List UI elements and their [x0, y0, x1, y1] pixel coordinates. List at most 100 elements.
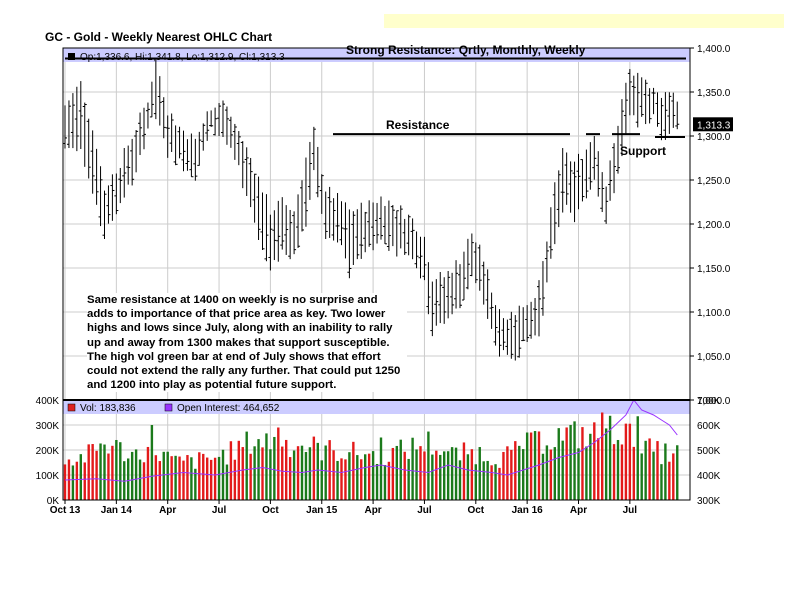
volume-bar: [324, 445, 327, 500]
volume-bar: [150, 425, 154, 500]
volume-bar: [597, 438, 600, 500]
volume-bar: [206, 457, 209, 500]
volume-bar: [636, 416, 639, 500]
price-axis-label: 1,100.0: [697, 308, 731, 319]
volume-axis-label: 400K: [36, 396, 60, 407]
volume-bar: [336, 460, 339, 500]
volume-bar: [443, 451, 446, 500]
volume-bar: [348, 452, 351, 500]
volume-bar: [340, 458, 343, 500]
volume-bar: [229, 441, 233, 500]
open-interest-axis-label: 300K: [697, 496, 721, 507]
volume-bar: [316, 442, 319, 500]
volume-bar: [525, 432, 529, 500]
volume-bar: [312, 436, 316, 500]
volume-bar: [624, 423, 628, 500]
volume-bar: [529, 432, 533, 500]
ohlc-legend-swatch: [68, 53, 75, 60]
volume-bar: [138, 459, 142, 500]
volume-bar: [146, 446, 150, 500]
volume-bar: [107, 453, 110, 500]
commentary-text: Same resistance at 1400 on weekly is no …: [87, 294, 401, 392]
x-axis-label: Apr: [570, 505, 587, 516]
volume-bar: [178, 456, 181, 500]
x-axis-label: Jan 16: [512, 505, 544, 516]
volume-bar: [541, 453, 545, 500]
volume-bar: [545, 445, 549, 500]
volume-bar: [99, 443, 102, 500]
volume-bar: [454, 447, 458, 500]
volume-bar: [446, 451, 450, 500]
last-price-box: [693, 117, 733, 132]
volume-bar: [375, 463, 379, 500]
volume-bar: [427, 431, 430, 500]
volume-bar: [391, 447, 395, 500]
volume-legend-bar: [63, 401, 690, 414]
volume-bar: [553, 447, 556, 500]
volume-bar: [127, 458, 130, 500]
volume-bar: [320, 460, 323, 500]
volume-bar: [245, 431, 248, 500]
volume-bar: [352, 441, 355, 500]
volume-bar: [672, 453, 675, 500]
volume-bar: [439, 454, 442, 500]
volume-bar: [522, 449, 525, 500]
volume-bar: [95, 450, 98, 500]
volume-bar: [387, 461, 391, 500]
volume-bar: [482, 461, 485, 500]
volume-bar: [111, 445, 114, 500]
price-axis-label: 1,350.0: [697, 88, 731, 99]
volume-bar: [616, 439, 620, 500]
price-axis-label: 1,400.0: [697, 44, 731, 55]
support-label: Support: [620, 144, 666, 158]
volume-bar: [573, 421, 576, 500]
volume-bar: [652, 451, 655, 500]
volume-bar: [194, 468, 197, 500]
volume-bar: [462, 442, 466, 500]
open-interest-axis-label: 500K: [697, 446, 721, 457]
volume-bar: [304, 451, 308, 500]
volume-bar: [640, 453, 643, 500]
volume-bar: [277, 427, 280, 500]
volume-bar: [209, 459, 213, 500]
volume-bar: [474, 464, 477, 500]
volume-axis-label: 100K: [36, 471, 60, 482]
volume-bar: [273, 436, 276, 500]
volume-bar: [668, 461, 671, 500]
volume-bar: [533, 431, 537, 500]
volume-bar: [514, 441, 517, 500]
volume-bar: [257, 439, 260, 500]
volume-bar: [190, 457, 193, 500]
volume-readout: Vol: 183,836: [80, 403, 136, 414]
ohlc-readout: Op:1,336.6, Hi:1,341.8, Lo:1,312.9, Cl:1…: [80, 52, 285, 63]
volume-bar: [506, 446, 509, 500]
volume-bar: [577, 448, 580, 500]
volume-bar: [604, 428, 608, 500]
volume-bar: [83, 462, 86, 500]
volume-bar: [585, 446, 588, 500]
volume-bar: [269, 449, 272, 500]
volume-bar: [435, 450, 438, 500]
volume-bar: [632, 446, 635, 500]
volume-axis-label: 0K: [47, 496, 60, 507]
volume-bar: [249, 453, 252, 500]
volume-bar: [87, 444, 90, 500]
volume-axis-label: 200K: [36, 446, 60, 457]
x-axis-label: Apr: [364, 505, 381, 516]
strong-resistance-label: Strong Resistance: Qrtly, Monthly, Weekl…: [346, 43, 586, 57]
volume-legend-swatch: [67, 403, 76, 412]
volume-bar: [79, 454, 82, 500]
volume-bar: [328, 440, 331, 500]
open-interest-line: [64, 399, 678, 482]
volume-bar: [63, 464, 67, 500]
x-axis-label: Jan 15: [306, 505, 338, 516]
volume-bar: [154, 455, 158, 500]
price-axis-label: 1,200.0: [697, 220, 731, 231]
open-interest-axis-label: 700K: [697, 396, 721, 407]
open-interest-axis-label: 400K: [697, 471, 721, 482]
volume-bar: [281, 446, 284, 500]
volume-bar: [123, 461, 126, 500]
volume-bar: [174, 455, 177, 500]
volume-bar: [423, 451, 426, 500]
volume-bar: [601, 412, 604, 500]
